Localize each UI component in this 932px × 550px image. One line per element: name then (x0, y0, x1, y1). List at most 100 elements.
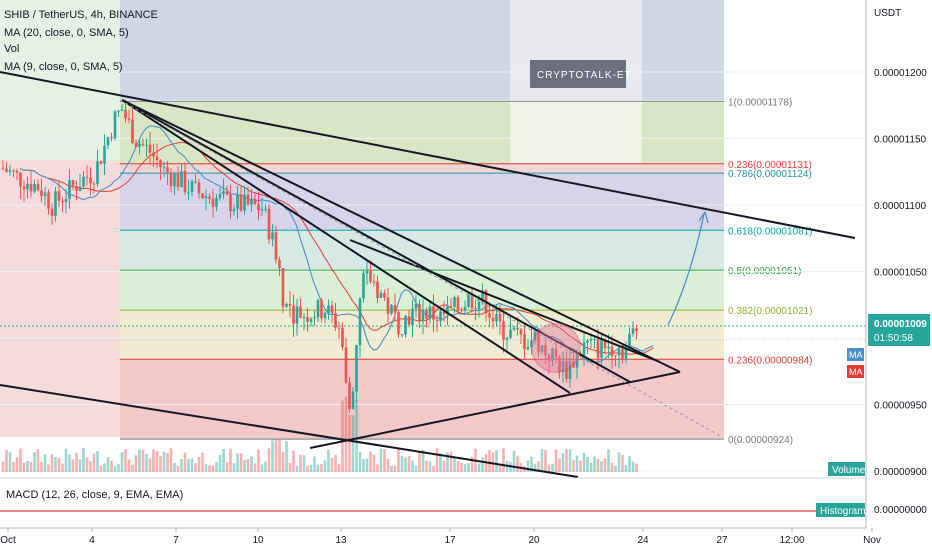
candle-169[interactable] (593, 335, 596, 349)
candle-19[interactable] (68, 168, 71, 209)
candle-127[interactable] (446, 295, 449, 326)
candle-80[interactable] (281, 268, 285, 314)
candle-14[interactable] (50, 203, 54, 225)
candle-46[interactable] (162, 161, 166, 178)
candle-3[interactable] (12, 169, 15, 178)
candle-27[interactable] (96, 149, 99, 187)
candle-92[interactable] (323, 311, 327, 324)
candle-59[interactable] (208, 193, 211, 204)
candle-44[interactable] (155, 143, 159, 169)
candle-159[interactable] (558, 354, 561, 379)
candle-28[interactable] (99, 160, 103, 165)
candle-57[interactable] (201, 193, 204, 200)
candle-84[interactable] (295, 298, 299, 336)
candle-82[interactable] (288, 291, 292, 318)
trend-line-4[interactable] (349, 239, 661, 363)
candle-96[interactable] (337, 321, 341, 340)
candle-160[interactable] (561, 351, 565, 383)
candle-162[interactable] (568, 348, 572, 388)
candle-39[interactable] (138, 138, 141, 155)
candle-157[interactable] (551, 347, 554, 367)
candle-144[interactable] (505, 337, 509, 351)
candle-26[interactable] (92, 181, 96, 194)
candle-30[interactable] (106, 136, 110, 150)
candle-12[interactable] (43, 187, 47, 207)
candle-106[interactable] (372, 273, 376, 287)
trend-line-1[interactable] (121, 99, 681, 373)
candle-5[interactable] (19, 171, 22, 199)
candle-37[interactable] (131, 108, 134, 145)
candle-114[interactable] (400, 333, 404, 338)
candle-22[interactable] (78, 173, 82, 192)
candle-66[interactable] (232, 204, 236, 216)
candle-10[interactable] (36, 179, 40, 192)
candle-35[interactable] (124, 99, 127, 123)
candle-100[interactable] (351, 387, 355, 410)
candle-41[interactable] (145, 138, 148, 157)
candle-48[interactable] (169, 168, 173, 193)
candle-58[interactable] (204, 189, 208, 211)
candle-81[interactable] (285, 302, 288, 308)
histogram-badge[interactable]: Histogram (816, 503, 866, 517)
candle-148[interactable] (519, 328, 523, 345)
candle-13[interactable] (47, 189, 50, 215)
candle-120[interactable] (421, 299, 425, 335)
candle-135[interactable] (474, 300, 477, 321)
candle-180[interactable] (631, 321, 635, 337)
candle-95[interactable] (334, 302, 337, 332)
candle-149[interactable] (523, 323, 526, 359)
legend-ma9[interactable]: MA (9, close, 0, SMA, 5) (4, 61, 123, 73)
candle-111[interactable] (390, 303, 393, 316)
candle-21[interactable] (75, 180, 78, 201)
candle-146[interactable] (512, 325, 516, 332)
candle-103[interactable] (362, 270, 365, 303)
candle-31[interactable] (110, 132, 113, 142)
candle-119[interactable] (418, 299, 421, 328)
candle-93[interactable] (327, 299, 330, 320)
trend-line-5[interactable] (309, 371, 681, 449)
candle-167[interactable] (586, 338, 589, 354)
candle-68[interactable] (239, 186, 243, 213)
candle-104[interactable] (365, 261, 369, 285)
candle-8[interactable] (29, 170, 33, 198)
candle-156[interactable] (547, 353, 551, 374)
candle-34[interactable] (120, 104, 124, 112)
candle-47[interactable] (166, 160, 169, 185)
time-axis[interactable] (0, 528, 932, 550)
candle-40[interactable] (141, 138, 145, 147)
candle-64[interactable] (225, 185, 229, 196)
candle-123[interactable] (432, 294, 435, 333)
candle-87[interactable] (306, 307, 309, 332)
trend-line-0[interactable] (0, 71, 856, 239)
candle-45[interactable] (159, 159, 162, 181)
candle-86[interactable] (302, 312, 306, 331)
candle-79[interactable] (278, 256, 281, 276)
annotations[interactable] (531, 210, 709, 373)
candle-124[interactable] (435, 315, 439, 333)
candle-54[interactable] (190, 179, 194, 197)
candle-4[interactable] (15, 168, 19, 180)
legend-vol[interactable]: Vol (4, 43, 19, 55)
candle-130[interactable] (456, 295, 460, 315)
candle-153[interactable] (537, 329, 540, 358)
candle-75[interactable] (264, 204, 267, 213)
candle-36[interactable] (127, 109, 131, 124)
candle-89[interactable] (313, 310, 316, 326)
candle-107[interactable] (376, 275, 379, 303)
candle-94[interactable] (330, 300, 334, 324)
candle-62[interactable] (218, 187, 222, 201)
candle-50[interactable] (176, 166, 180, 192)
candle-131[interactable] (460, 307, 463, 313)
candle-174[interactable] (610, 335, 614, 369)
projection-arrow[interactable] (667, 213, 705, 326)
candle-125[interactable] (439, 308, 442, 326)
legend-ma20[interactable]: MA (20, close, 0, SMA, 5) (4, 27, 129, 39)
candle-90[interactable] (316, 298, 320, 323)
candle-76[interactable] (267, 204, 271, 244)
candle-121[interactable] (425, 307, 428, 328)
candle-139[interactable] (488, 302, 491, 328)
candle-56[interactable] (197, 179, 201, 199)
candle-132[interactable] (463, 300, 467, 315)
candle-49[interactable] (173, 171, 176, 196)
